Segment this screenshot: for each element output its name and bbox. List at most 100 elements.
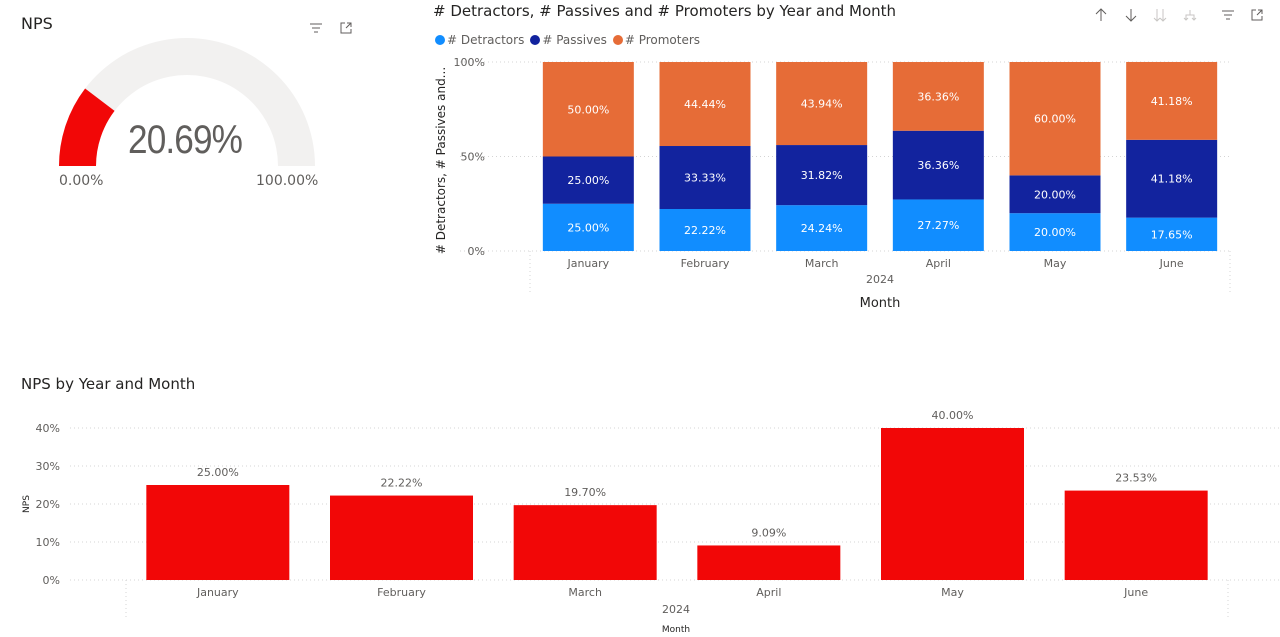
nps-bar [881, 428, 1024, 580]
bar-segment [892, 130, 984, 200]
x-tick-label: April [756, 586, 781, 599]
y-axis-title: NPS [22, 495, 32, 513]
filter-icon[interactable] [1219, 6, 1237, 24]
x-group-label: 2024 [866, 273, 894, 286]
bar-segment [659, 146, 751, 210]
data-label: 44.44% [684, 98, 726, 111]
expand-hierarchy-icon[interactable] [1181, 6, 1199, 24]
bar-segment [1126, 61, 1218, 140]
data-label: 23.53% [1115, 472, 1157, 485]
x-tick-label: April [926, 257, 951, 270]
y-tick-label: 0% [468, 245, 485, 258]
bar-segment [1126, 139, 1218, 218]
x-tick-label: February [377, 586, 426, 599]
nps-bar [146, 485, 290, 580]
bar-segment [1009, 213, 1101, 251]
bar-segment [659, 209, 751, 251]
data-label: 36.36% [917, 90, 959, 103]
x-tick-label: January [196, 586, 239, 599]
gauge-chart [59, 38, 315, 166]
nps-bar [1064, 490, 1208, 580]
nps-bar [330, 495, 473, 580]
y-tick-label: 40% [36, 422, 60, 435]
x-tick-label: June [1159, 257, 1184, 270]
data-label: 43.94% [801, 98, 843, 111]
drill-up-icon[interactable] [1092, 6, 1110, 24]
y-tick-label: 30% [36, 460, 60, 473]
x-axis-title: Month [662, 625, 690, 635]
nps-bar-plot: 0% 10% 20% 30% 40% NPS 25.00% January 22.22% Febr… [22, 409, 1280, 635]
x-axis-title: Month [860, 296, 901, 311]
y-tick-label: 0% [43, 574, 60, 587]
bar-segment [1126, 217, 1218, 251]
stacked-chart-plot: 0% 50% 100% # Detractors, # Passives and...… [434, 56, 1231, 311]
data-label: 50.00% [567, 103, 609, 116]
bar-segment [542, 62, 634, 157]
y-axis-title: # Detractors, # Passives and... [434, 67, 448, 254]
legend-label: # Passives [542, 33, 607, 47]
x-tick-label: March [568, 586, 602, 599]
filter-icon[interactable] [307, 19, 325, 37]
legend-label: # Promoters [624, 33, 701, 47]
legend-item-passives[interactable]: # Passives [530, 33, 607, 47]
legend-dot-promoters [612, 35, 623, 45]
y-tick-label: 10% [36, 536, 60, 549]
data-label: 36.36% [917, 159, 959, 172]
y-tick-label: 100% [454, 56, 485, 69]
bar-segment [1009, 62, 1101, 176]
stacked-legend: # Detractors # Passives # Promoters [435, 33, 700, 47]
bar-segment [776, 145, 868, 206]
y-tick-label: 50% [461, 151, 485, 164]
nps-bar-visual[interactable]: NPS by Year and Month 0% 10% 20% 30% 40% NPS 2… [0, 368, 1280, 637]
drill-down-icon[interactable] [1122, 6, 1140, 24]
data-label: 20.00% [1034, 226, 1076, 239]
gauge-min-label: 0.00% [59, 173, 104, 189]
focus-mode-icon[interactable] [1248, 6, 1266, 24]
data-label: 22.22% [381, 477, 423, 490]
legend-label: # Detractors [447, 33, 525, 47]
data-label: 41.18% [1151, 173, 1193, 186]
bar-segment [776, 205, 868, 251]
expand-all-down-icon[interactable] [1151, 6, 1169, 24]
data-label: 41.18% [1151, 95, 1193, 108]
data-label: 20.00% [1034, 188, 1076, 201]
x-tick-label: February [681, 257, 730, 270]
data-label: 33.33% [684, 172, 726, 185]
data-label: 31.82% [801, 169, 843, 182]
data-label: 25.00% [567, 174, 609, 187]
legend-item-detractors[interactable]: # Detractors [435, 33, 524, 47]
nps-bar [513, 505, 657, 580]
gauge-value: 20.69% [128, 118, 243, 162]
data-label: 60.00% [1034, 113, 1076, 126]
nps-bar-title: NPS by Year and Month [21, 375, 196, 393]
stacked-bar-visual[interactable]: # Detractors, # Passives and # Promoters… [425, 0, 1280, 320]
x-tick-label: January [566, 257, 609, 270]
stacked-chart-title: # Detractors, # Passives and # Promoters… [433, 2, 897, 20]
data-label: 25.00% [197, 466, 239, 479]
gauge-track [59, 38, 315, 166]
legend-item-promoters[interactable]: # Promoters [612, 33, 701, 47]
nps-gauge-visual[interactable]: NPS 20.69% 0.00% 100.00% [0, 0, 380, 210]
bar-segment [776, 62, 868, 146]
bar-segment [892, 62, 984, 131]
x-tick-label: March [805, 257, 839, 270]
bar-segment [542, 203, 634, 251]
data-label: 25.00% [567, 221, 609, 234]
nps-bar [697, 545, 841, 580]
x-tick-label: May [941, 586, 964, 599]
bar-segment [542, 156, 634, 204]
data-label: 40.00% [932, 409, 974, 422]
data-label: 22.22% [684, 224, 726, 237]
bar-segment [1009, 175, 1101, 214]
gauge-fill [59, 88, 115, 166]
focus-mode-icon[interactable] [337, 19, 355, 37]
gauge-title: NPS [21, 14, 53, 33]
gauge-max-label: 100.00% [256, 173, 319, 189]
data-label: 24.24% [801, 222, 843, 235]
data-label: 19.70% [564, 486, 606, 499]
bar-segment [659, 62, 751, 147]
data-label: 27.27% [917, 219, 959, 232]
data-label: 17.65% [1151, 228, 1193, 241]
y-tick-label: 20% [36, 498, 60, 511]
x-group-label: 2024 [662, 603, 690, 616]
